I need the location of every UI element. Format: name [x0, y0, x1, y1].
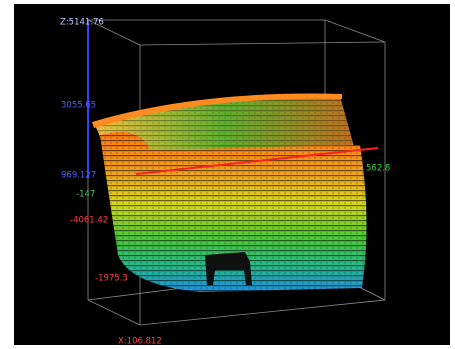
axis-label: -4061.42	[70, 216, 108, 226]
front-texture	[100, 132, 367, 292]
x-axis-red	[135, 147, 379, 175]
axis-label: -147	[76, 190, 95, 200]
x-label: X:106.812	[118, 337, 162, 347]
axis-label: 562.8	[366, 164, 390, 174]
silhouette	[205, 252, 252, 285]
z-label: 3055.65	[61, 101, 96, 111]
z-max-label: Z:5141.76	[60, 18, 104, 28]
axis-label: -1975.3	[95, 274, 128, 284]
z-label: 969.127	[61, 171, 96, 181]
top-edge	[92, 93, 342, 128]
